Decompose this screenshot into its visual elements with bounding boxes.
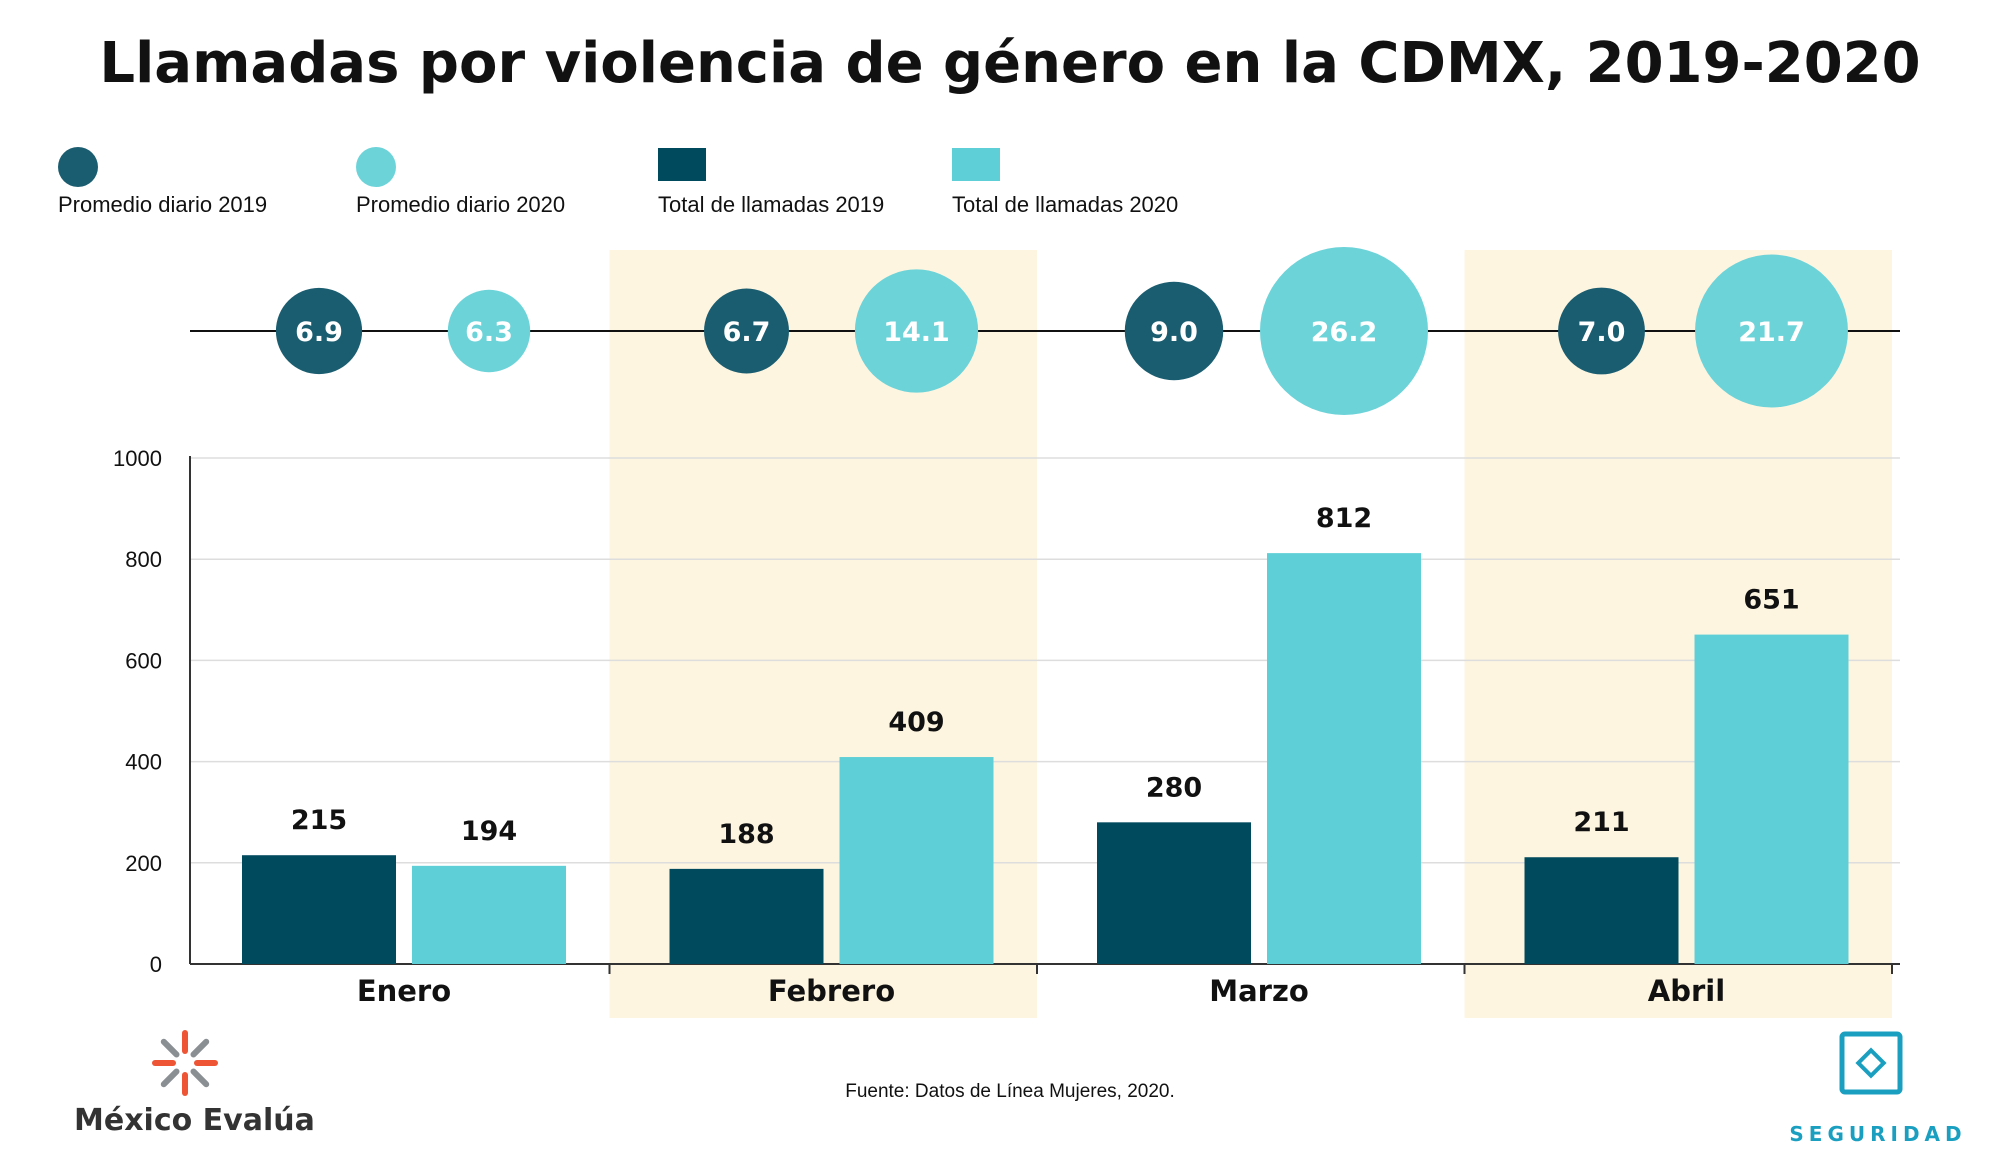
legend-label: Total de llamadas 2019 <box>658 192 884 217</box>
legend-swatch-rect <box>658 148 706 181</box>
x-category-label: Abril <box>1648 974 1725 1008</box>
x-category-label: Enero <box>357 974 451 1008</box>
chart-title: Llamadas por violencia de género en la C… <box>99 31 1920 96</box>
bubble-value-label: 6.9 <box>295 317 343 348</box>
legend-label: Total de llamadas 2020 <box>952 192 1178 217</box>
bubble-febrero-2019 <box>704 288 789 374</box>
seguridad-badge: SEGURIDAD <box>1789 1031 1966 1146</box>
legend-swatch-circle <box>58 147 98 187</box>
legend-swatch-circle <box>356 147 396 187</box>
bar-febrero-2019 <box>669 868 824 964</box>
bar-marzo-2020 <box>1267 553 1421 964</box>
bubble-abril-2020 <box>1695 254 1848 408</box>
bubble-value-label: 14.1 <box>883 317 950 348</box>
bar-enero-2020 <box>412 865 566 964</box>
bubble-enero-2020 <box>447 289 531 373</box>
bar-value-label: 409 <box>888 707 944 738</box>
bubble-value-label: 6.3 <box>465 317 513 348</box>
legend-swatch-rect <box>952 148 1000 181</box>
bar-febrero-2020 <box>839 757 994 964</box>
bubble-value-label: 9.0 <box>1150 317 1198 348</box>
seguridad-label: SEGURIDAD <box>1789 1122 1966 1146</box>
bubble-febrero-2020 <box>854 269 979 393</box>
bubble-marzo-2020 <box>1260 247 1428 415</box>
bar-value-label: 188 <box>718 819 774 850</box>
legend-label: Promedio diario 2019 <box>58 192 267 217</box>
bar-abril-2019 <box>1524 857 1679 964</box>
bar-group <box>242 553 1849 964</box>
bar-value-label: 651 <box>1743 585 1799 616</box>
y-tick-label: 600 <box>125 648 162 673</box>
bubble-value-label: 7.0 <box>1578 317 1626 348</box>
source-note: Fuente: Datos de Línea Mujeres, 2020. <box>845 1081 1175 1102</box>
mexico-evalua-logo: México Evalúa <box>74 1030 315 1138</box>
legend-label: Promedio diario 2020 <box>356 192 565 217</box>
bubble-abril-2019 <box>1558 287 1645 375</box>
bubble-marzo-2019 <box>1124 281 1224 381</box>
star-logo-icon <box>152 1030 218 1096</box>
seguridad-icon <box>1839 1031 1903 1095</box>
grid-lines: 0 200 400 600 800 1000 <box>113 446 1900 977</box>
y-tick-label: 1000 <box>113 446 162 471</box>
x-category-label: Marzo <box>1209 974 1309 1008</box>
bubble-value-label: 26.2 <box>1311 317 1378 348</box>
bar-value-label: 194 <box>461 816 517 847</box>
legend: Promedio diario 2019 Promedio diario 2020… <box>58 147 1178 217</box>
x-category-label: Febrero <box>768 974 895 1008</box>
y-tick-label: 200 <box>125 851 162 876</box>
bar-value-label: 211 <box>1573 807 1629 838</box>
bubble-value-label: 21.7 <box>1738 317 1805 348</box>
bubble-row: 6.9 6.7 9.0 7.0 6.3 14.1 26.2 21.7 <box>190 247 1900 415</box>
brand-name: México Evalúa <box>74 1103 315 1138</box>
bubble-value-label: 6.7 <box>723 317 771 348</box>
bar-value-label: 215 <box>291 805 347 836</box>
bubble-enero-2019 <box>275 287 363 375</box>
bar-abril-2020 <box>1694 634 1849 964</box>
bar-value-label: 280 <box>1146 772 1202 803</box>
seguridad-diamond-icon <box>1855 1047 1887 1079</box>
bar-value-label: 812 <box>1316 503 1372 534</box>
chart-labels: 215 188 280 211 194 409 812 651 Enero Febrero Marz… <box>291 503 1800 1008</box>
y-tick-label: 400 <box>125 750 162 775</box>
y-tick-label: 800 <box>125 547 162 572</box>
bar-marzo-2019 <box>1097 822 1251 964</box>
bar-enero-2019 <box>242 855 396 964</box>
y-tick-label: 0 <box>150 952 162 977</box>
